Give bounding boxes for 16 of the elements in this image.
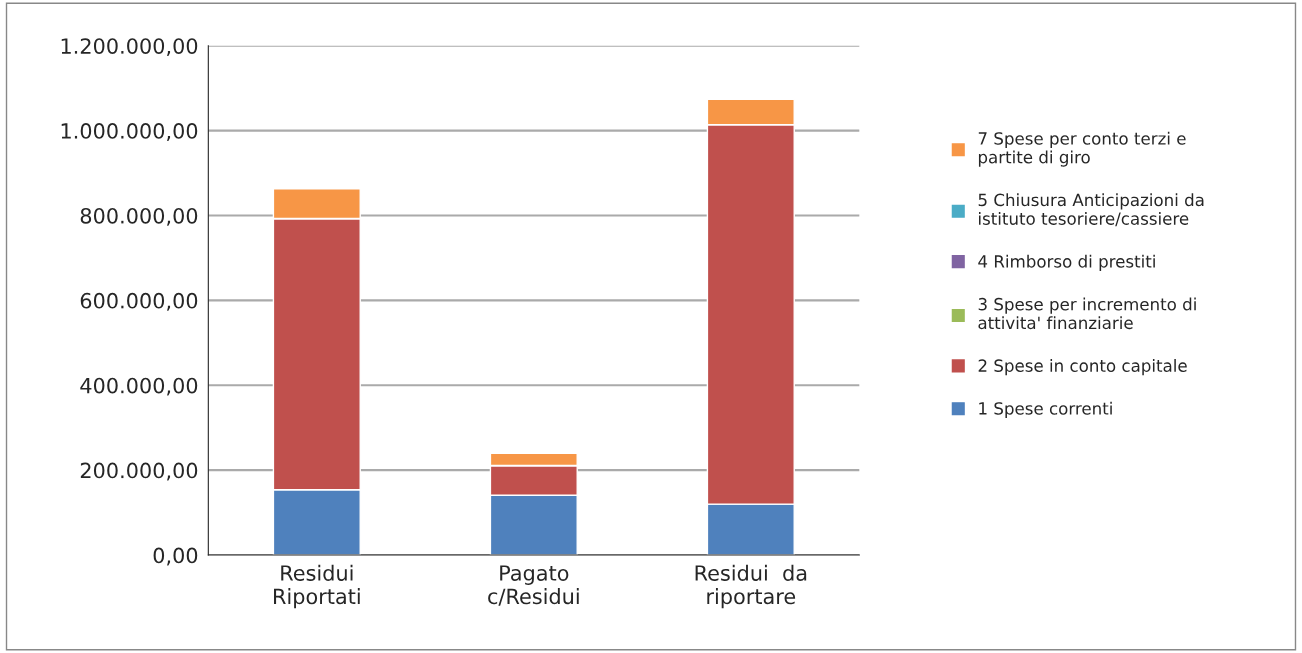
legend-label: 7 Spese per conto terzi e partite di giro bbox=[978, 131, 1186, 167]
legend-label: 1 Spese correnti bbox=[979, 401, 1112, 418]
y-tick-label: 600.000,00 bbox=[80, 292, 198, 311]
y-tick-label: 1.000.000,00 bbox=[61, 123, 198, 141]
y-tick-label: 1.200.000,00 bbox=[61, 38, 198, 57]
x-tick-label: Residui Riportati bbox=[274, 564, 360, 609]
y-tick-label: 0,00 bbox=[153, 547, 198, 566]
x-tick-label: Residui da riportare bbox=[695, 564, 807, 609]
legend-label: 5 Chiusura Anticipazioni da istituto tesoriere/cassiere bbox=[978, 193, 1204, 227]
y-tick-label: 800.000,00 bbox=[80, 207, 198, 226]
y-tick-label: 200.000,00 bbox=[80, 462, 198, 481]
legend-label: 3 Spese per incremento di attivita' finanziarie bbox=[978, 297, 1196, 330]
legend-label: 2 Spese in conto capitale bbox=[978, 359, 1187, 376]
x-tick-label: Pagato c/Residui bbox=[488, 565, 579, 606]
legend-label: 4 Rimborso di prestiti bbox=[978, 254, 1155, 271]
y-tick-label: 400.000,00 bbox=[80, 377, 198, 396]
